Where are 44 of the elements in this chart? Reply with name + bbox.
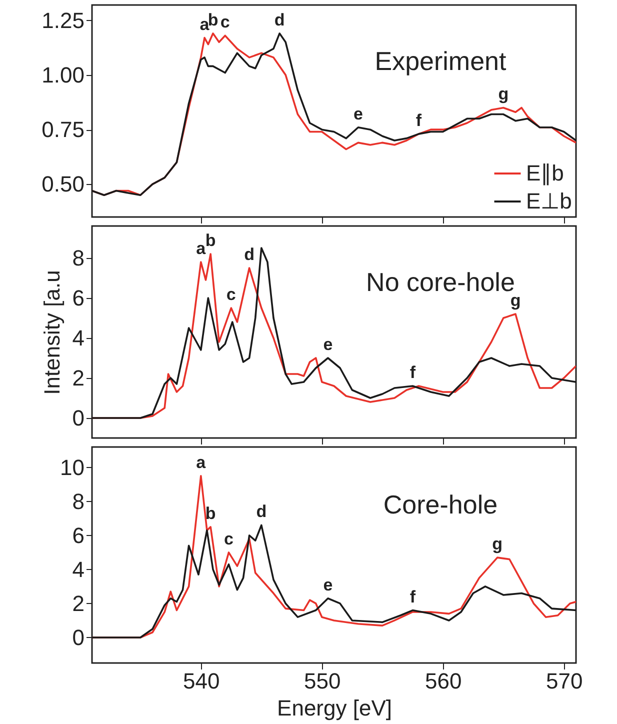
annotation: f — [410, 587, 416, 606]
annotation: a — [200, 14, 210, 34]
y-tick-label: 2 — [72, 366, 84, 390]
annotation: g — [498, 84, 509, 104]
y-tick-label: 2 — [72, 590, 84, 616]
y-tick-label: 4 — [72, 326, 84, 350]
annotation: c — [226, 285, 236, 304]
annotation: f — [410, 363, 416, 382]
annotation: g — [492, 534, 503, 554]
y-tick-label: 0.75 — [42, 117, 84, 142]
y-tick-label: 10 — [60, 454, 84, 480]
y-tick-label: 1.25 — [42, 8, 84, 33]
x-tick-label: 550 — [304, 668, 341, 694]
annotation: d — [256, 502, 267, 522]
annotation: e — [353, 104, 363, 124]
annotation: b — [205, 231, 216, 250]
text: Experiment — [374, 46, 508, 76]
annotation: c — [224, 529, 234, 548]
x-tick-label: 560 — [425, 668, 462, 694]
y-tick-label: 6 — [72, 522, 84, 548]
y-tick-label: 6 — [72, 286, 84, 310]
x-axis-title: Energy [eV] — [277, 696, 392, 720]
text: Core-hole — [383, 489, 498, 520]
annotation: e — [323, 335, 333, 354]
annotation: f — [416, 110, 422, 130]
x-tick-label: 570 — [546, 668, 583, 694]
y-axis-title: Intensity [a.u — [39, 270, 64, 395]
y-tick-label: 0.50 — [42, 172, 84, 197]
annotation: a — [196, 452, 206, 472]
annotation: c — [220, 12, 230, 32]
annotation: e — [323, 575, 333, 594]
y-tick-label: 4 — [72, 556, 84, 582]
y-tick-label: 8 — [72, 488, 84, 514]
annotation: d — [244, 245, 254, 264]
annotation: a — [196, 239, 206, 258]
x-tick-label: 540 — [183, 668, 220, 694]
legend-label: E∥b — [526, 160, 564, 186]
y-tick-label: 0 — [72, 406, 84, 430]
annotation: b — [205, 504, 216, 523]
legend-label: E⊥b — [526, 188, 572, 214]
y-tick-label: 1.00 — [42, 62, 84, 88]
annotation: d — [274, 10, 285, 30]
y-tick-label: 0 — [72, 624, 84, 650]
y-tick-label: 8 — [72, 246, 84, 270]
